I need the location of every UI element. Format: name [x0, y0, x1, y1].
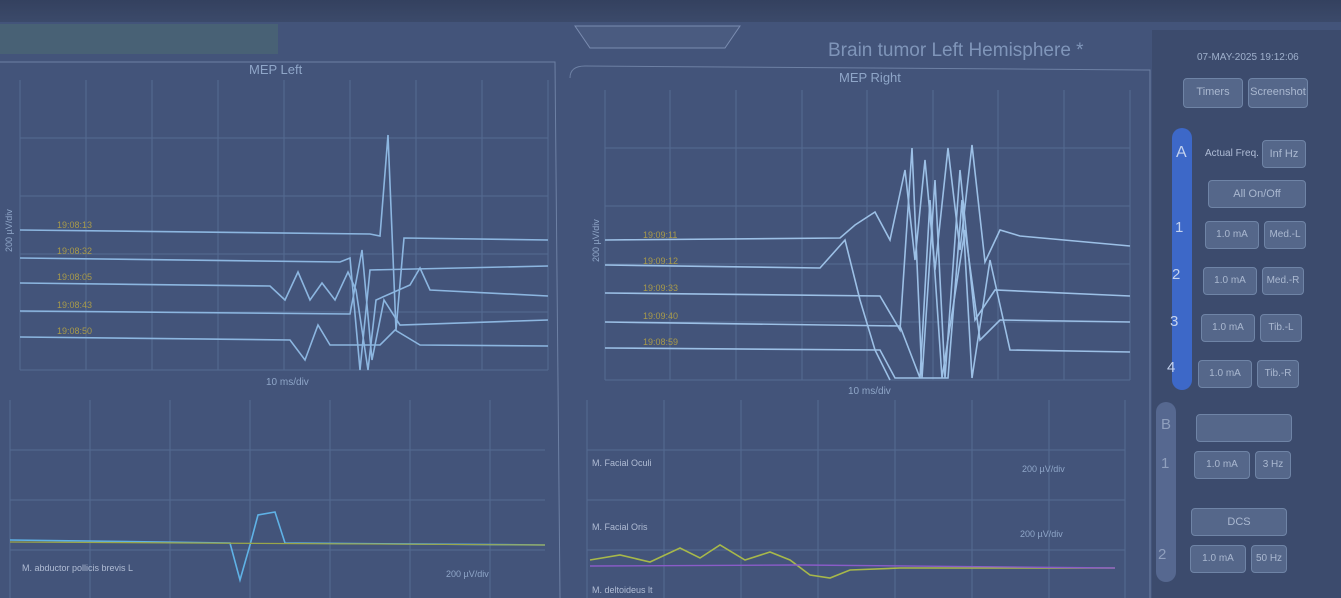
current-button[interactable]: 1.0 mA — [1201, 314, 1255, 342]
group-label: B — [1161, 416, 1172, 433]
timers-button[interactable]: Timers — [1183, 78, 1243, 108]
timestamp: 19:09:11 — [643, 230, 678, 240]
all-toggle-button[interactable]: All On/Off — [1208, 180, 1306, 208]
channel-number: 2 — [1158, 546, 1167, 563]
timestamp: 19:09:33 — [643, 283, 679, 293]
timestamp: 19:08:59 — [643, 337, 679, 347]
emg-left-trace-2 — [9, 541, 546, 546]
channel-number: 2 — [1172, 266, 1181, 283]
muscle-label: M. Facial Oris — [592, 522, 648, 532]
freq-button[interactable]: 3 Hz — [1255, 451, 1291, 479]
x-scale: 10 ms/div — [266, 377, 309, 388]
panel-frame — [0, 61, 1151, 598]
channel-number: 4 — [1167, 359, 1176, 376]
y-scale: 200 µV/div — [591, 219, 601, 262]
channel-number: 1 — [1161, 455, 1170, 472]
muscle-button[interactable]: Med.-R — [1262, 267, 1304, 295]
x-scale: 10 ms/div — [848, 386, 891, 397]
emg-scale: 200 µV/div — [1020, 529, 1063, 539]
current-button[interactable]: 1.0 mA — [1190, 545, 1246, 573]
current-button[interactable]: 1.0 mA — [1198, 360, 1252, 388]
window-title: Brain tumor Left Hemisphere * — [828, 40, 1084, 61]
mep-right-traces — [604, 144, 1131, 381]
panel-title: MEP Left — [249, 62, 303, 77]
current-button[interactable]: 1.0 mA — [1194, 451, 1250, 479]
dcs-button[interactable]: DCS — [1191, 508, 1287, 536]
muscle-button[interactable]: Tib.-L — [1260, 314, 1302, 342]
emg-scale: 200 µV/div — [1022, 464, 1065, 474]
timestamp: 19:09:12 — [643, 256, 679, 266]
freq-label: Actual Freq. — [1205, 148, 1259, 159]
freq-button[interactable]: 50 Hz — [1251, 545, 1287, 573]
mep-left-traces — [19, 134, 549, 371]
muscle-label: M. Facial Oculi — [592, 458, 652, 468]
grid — [9, 80, 1131, 598]
group-a-bar — [1172, 128, 1192, 390]
freq-value: Inf Hz — [1262, 140, 1306, 168]
current-button[interactable]: 1.0 mA — [1205, 221, 1259, 249]
group-b-bar — [1156, 402, 1176, 582]
channel-number: 3 — [1170, 313, 1179, 330]
tab-notch — [574, 25, 741, 49]
y-scale: 200 µV/div — [4, 209, 14, 252]
blank-button[interactable] — [1196, 414, 1292, 442]
panel-title: MEP Right — [839, 70, 901, 85]
emg-left-trace — [9, 511, 546, 583]
emg-right-trace — [589, 544, 1115, 579]
current-button[interactable]: 1.0 mA — [1203, 267, 1257, 295]
muscle-label: M. abductor pollicis brevis L — [22, 563, 134, 573]
timestamp: 19:08:50 — [57, 326, 93, 336]
timestamp: 19:08:43 — [57, 300, 93, 310]
timestamp: 19:08:13 — [57, 220, 93, 230]
channel-number: 1 — [1175, 219, 1184, 236]
muscle-button[interactable]: Tib.-R — [1257, 360, 1299, 388]
muscle-button[interactable]: Med.-L — [1264, 221, 1306, 249]
emg-right-trace-2 — [589, 564, 1116, 569]
emg-scale: 200 µV/div — [446, 569, 489, 579]
screenshot-button[interactable]: Screenshot — [1248, 78, 1308, 108]
timestamp: 19:08:05 — [57, 272, 93, 282]
timestamp: 19:09:40 — [643, 311, 679, 321]
group-label: A — [1176, 144, 1187, 161]
datetime: 07-MAY-2025 19:12:06 — [1197, 52, 1299, 63]
muscle-label: M. deltoideus lt — [592, 585, 653, 595]
status-bar — [0, 24, 278, 54]
timestamp: 19:08:32 — [57, 246, 93, 256]
